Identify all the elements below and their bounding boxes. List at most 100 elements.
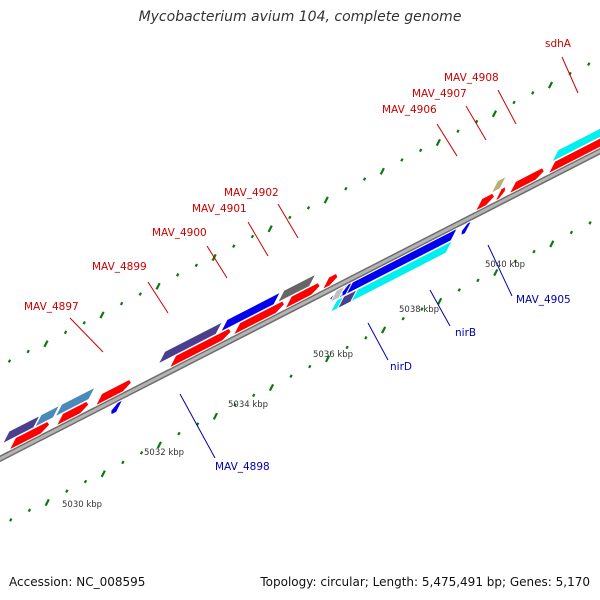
gene-label-mav_4908: MAV_4908: [444, 72, 499, 84]
gene-box-red[interactable]: [474, 192, 496, 213]
ruler-tick-top: [587, 62, 591, 66]
ruler-label: 5032 kbp: [144, 448, 184, 458]
ruler-tick-top: [155, 282, 161, 290]
ruler-tick-bottom: [381, 326, 387, 334]
ruler-tick-bottom: [569, 230, 574, 235]
ruler-tick-top: [232, 244, 236, 248]
ruler-tick-top: [512, 100, 516, 105]
ruler-tick-bottom: [289, 374, 293, 379]
ruler-tick-top: [379, 167, 385, 175]
gene-box-lightgray[interactable]: [328, 284, 347, 304]
ruler-label: 5030 kbp: [62, 500, 102, 510]
leader-mav_4900: [206, 245, 228, 279]
leader-nirb: [429, 289, 451, 327]
gene-box-blue[interactable]: [110, 398, 124, 416]
topology-text: Topology: circular; Length: 5,475,491 bp…: [260, 575, 590, 589]
gene-box-steel[interactable]: [33, 404, 61, 429]
genome-title: Mycobacterium avium 104, complete genome: [138, 9, 462, 25]
ruler-tick-bottom: [268, 383, 275, 392]
gene-box-red[interactable]: [94, 378, 133, 408]
ruler-tick-top: [82, 320, 86, 325]
gene-label-mav_4907: MAV_4907: [412, 88, 467, 100]
ruler-tick-bottom: [513, 259, 517, 264]
gene-label-mav_4900: MAV_4900: [152, 227, 207, 239]
leader-mav_4902: [277, 203, 299, 239]
gene-label-mav_4897: MAV_4897: [24, 301, 79, 313]
gene-box-blue[interactable]: [341, 280, 354, 298]
gene-box-red[interactable]: [168, 327, 232, 370]
ruler-tick-top: [7, 359, 12, 363]
gene-label-nird: nirD: [390, 361, 412, 373]
gene-box-gray[interactable]: [276, 272, 318, 304]
gene-box-red[interactable]: [508, 167, 546, 195]
gene-label-mav_4899: MAV_4899: [92, 261, 147, 273]
leader-mav_4899: [147, 281, 169, 314]
gene-box-navy[interactable]: [157, 320, 224, 366]
leader-nird: [367, 322, 389, 361]
gene-box-red[interactable]: [547, 135, 600, 175]
ruler-tick-top: [99, 311, 105, 319]
ruler-tick-bottom: [308, 364, 312, 369]
gene-labels: MAV_4897 MAV_4898 MAV_4899 MAV_4900 MAV_4901…: [24, 38, 572, 473]
ruler-tick-bottom: [27, 508, 32, 513]
ruler-tick-bottom: [420, 307, 424, 311]
ruler-tick-bottom: [44, 498, 50, 507]
gene-box-red[interactable]: [232, 300, 286, 337]
ruler-tick-top: [176, 273, 180, 277]
label-leaders: [69, 56, 579, 459]
leader-mav_4901: [247, 221, 269, 257]
ruler-label: 5040 kbp: [485, 260, 525, 270]
ruler-label: 5034 kbp: [228, 400, 268, 410]
ruler-tick-top: [418, 148, 423, 153]
ruler-tick-bottom: [212, 412, 218, 420]
gene-box-cyan[interactable]: [550, 119, 600, 164]
leader-mav_4905: [487, 244, 513, 297]
ruler-tick-bottom: [549, 240, 555, 248]
ruler-tick-bottom: [364, 336, 368, 340]
ruler-tick-bottom: [252, 393, 256, 398]
gene-box-red[interactable]: [283, 281, 321, 310]
ruler-tick-top: [435, 138, 441, 147]
ruler-tick-top: [323, 196, 329, 204]
ruler-label: 5036 kbp: [313, 350, 353, 360]
gene-label-mav_4906: MAV_4906: [382, 104, 437, 116]
gene-label-mav_4898: MAV_4898: [215, 461, 270, 473]
gene-box-steel[interactable]: [53, 385, 97, 418]
ruler-tick-top: [491, 110, 498, 118]
leader-sdha: [561, 56, 579, 94]
ruler-tick-top: [531, 91, 535, 95]
ruler-tick-top: [344, 186, 348, 191]
gene-label-sdha: sdhA: [545, 38, 572, 50]
leader-mav_4906: [436, 123, 458, 157]
gene-box-blue[interactable]: [460, 219, 473, 237]
ruler-tick-bottom: [233, 403, 237, 407]
gene-box-red[interactable]: [321, 272, 339, 291]
gene-box-red[interactable]: [7, 420, 51, 452]
ruler-tick-top: [362, 177, 367, 181]
gene-box-navy[interactable]: [1, 414, 42, 445]
gene-box-red[interactable]: [55, 400, 90, 428]
ruler-tick-top: [288, 215, 292, 220]
ruler-tick-top: [194, 263, 199, 268]
ruler-tick-bottom: [588, 221, 592, 225]
ruler-tick-bottom: [493, 268, 499, 277]
gene-features[interactable]: [0, 119, 600, 519]
gene-box-olive[interactable]: [489, 175, 508, 195]
ruler-tick-bottom: [457, 288, 461, 292]
gene-label-mav_4902: MAV_4902: [224, 187, 279, 199]
ruler-tick-top: [63, 330, 68, 335]
ruler-tick-top: [306, 205, 311, 210]
gene-box-navy[interactable]: [336, 288, 359, 310]
ruler-tick-top: [456, 129, 460, 134]
ruler-tick-top: [138, 292, 142, 296]
leader-mav_4907: [465, 105, 487, 141]
gene-box-red[interactable]: [493, 185, 507, 203]
gene-box-cyan[interactable]: [329, 239, 454, 314]
gene-box-blue[interactable]: [329, 227, 459, 303]
ruler-tick-bottom: [401, 316, 405, 321]
ruler-tick-bottom: [139, 450, 144, 455]
gene-box-blue[interactable]: [219, 290, 282, 334]
ruler-tick-bottom: [345, 345, 349, 350]
